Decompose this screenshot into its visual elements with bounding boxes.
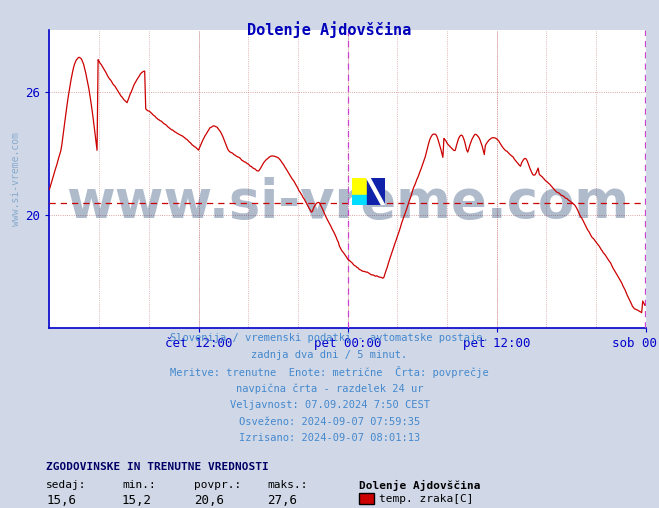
Y-axis label: www.si-vreme.com: www.si-vreme.com [11, 132, 21, 226]
Text: Osveženo: 2024-09-07 07:59:35: Osveženo: 2024-09-07 07:59:35 [239, 417, 420, 427]
Text: povpr.:: povpr.: [194, 480, 242, 490]
Text: maks.:: maks.: [267, 480, 307, 490]
Text: min.:: min.: [122, 480, 156, 490]
Text: Veljavnost: 07.09.2024 7:50 CEST: Veljavnost: 07.09.2024 7:50 CEST [229, 400, 430, 410]
Text: 27,6: 27,6 [267, 494, 297, 507]
Text: www.si-vreme.com: www.si-vreme.com [66, 177, 629, 229]
Text: sedaj:: sedaj: [46, 480, 86, 490]
Text: 20,6: 20,6 [194, 494, 225, 507]
Polygon shape [352, 178, 370, 205]
Polygon shape [366, 178, 385, 205]
Text: Dolenje Ajdovščina: Dolenje Ajdovščina [359, 480, 480, 491]
Polygon shape [352, 195, 370, 205]
Text: Slovenija / vremenski podatki - avtomatske postaje.: Slovenija / vremenski podatki - avtomats… [170, 333, 489, 343]
Text: zadnja dva dni / 5 minut.: zadnja dva dni / 5 minut. [251, 350, 408, 360]
Text: temp. zraka[C]: temp. zraka[C] [379, 494, 473, 504]
Text: Dolenje Ajdovščina: Dolenje Ajdovščina [247, 21, 412, 38]
Text: navpična črta - razdelek 24 ur: navpična črta - razdelek 24 ur [236, 383, 423, 394]
Text: Meritve: trenutne  Enote: metrične  Črta: povprečje: Meritve: trenutne Enote: metrične Črta: … [170, 366, 489, 378]
Text: Izrisano: 2024-09-07 08:01:13: Izrisano: 2024-09-07 08:01:13 [239, 433, 420, 443]
Text: 15,6: 15,6 [46, 494, 76, 507]
Polygon shape [366, 178, 385, 205]
Text: ZGODOVINSKE IN TRENUTNE VREDNOSTI: ZGODOVINSKE IN TRENUTNE VREDNOSTI [46, 462, 269, 472]
Text: 15,2: 15,2 [122, 494, 152, 507]
